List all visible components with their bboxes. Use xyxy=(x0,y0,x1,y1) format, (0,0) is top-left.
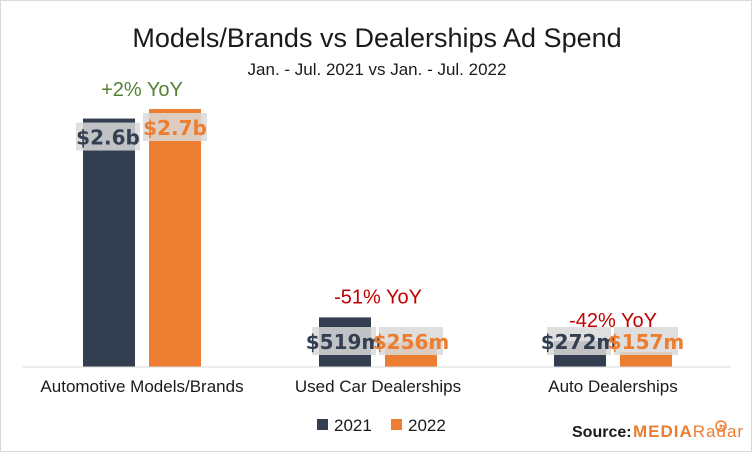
bar-2021-0 xyxy=(83,118,135,367)
x-tick-label-2: Auto Dealerships xyxy=(548,377,677,396)
data-label-2022-1: $256m xyxy=(373,330,450,354)
data-label-2022-2: $157m xyxy=(608,330,685,354)
data-label-2021-2: $272m xyxy=(541,330,618,354)
legend: 2021 2022 xyxy=(317,416,446,435)
data-label-bg-2022-1 xyxy=(379,327,443,355)
data-label-bg-2021-0 xyxy=(76,122,140,151)
chart-title: Models/Brands vs Dealerships Ad Spend xyxy=(132,23,621,53)
brand-part-radar: Radar xyxy=(693,422,744,441)
bar-2022-2 xyxy=(620,351,672,367)
legend-label-2021: 2021 xyxy=(334,416,372,435)
yoy-label-1: -51% YoY xyxy=(334,286,422,308)
bars-layer: $2.6b $2.7b +2% YoY Automotive Models/Brand… xyxy=(40,79,684,396)
x-tick-label-1: Used Car Dealerships xyxy=(295,377,461,396)
yoy-label-2: -42% YoY xyxy=(569,310,657,332)
data-label-2021-1: $519m xyxy=(306,330,383,354)
legend-swatch-2021 xyxy=(317,419,328,430)
source-credit: Source: MEDIARadar xyxy=(572,420,744,441)
data-label-bg-2021-1 xyxy=(312,327,376,355)
data-label-bg-2022-0 xyxy=(143,113,207,141)
brand-part-media: MEDIA xyxy=(633,422,693,441)
data-label-2021-0: $2.6b xyxy=(76,126,140,150)
yoy-label-0: +2% YoY xyxy=(101,79,183,101)
data-label-bg-2022-2 xyxy=(614,327,678,355)
legend-swatch-2022 xyxy=(391,419,402,430)
data-label-bg-2021-2 xyxy=(547,327,611,355)
source-label: Source: xyxy=(572,424,632,441)
source-brand: MEDIARadar xyxy=(633,422,744,441)
chart-subtitle: Jan. - Jul. 2021 vs Jan. - Jul. 2022 xyxy=(248,60,507,79)
bar-2022-0 xyxy=(149,109,201,367)
radar-logo-icon xyxy=(715,420,727,432)
legend-label-2022: 2022 xyxy=(408,416,446,435)
data-label-2022-0: $2.7b xyxy=(143,116,207,140)
x-tick-label-0: Automotive Models/Brands xyxy=(40,377,243,396)
